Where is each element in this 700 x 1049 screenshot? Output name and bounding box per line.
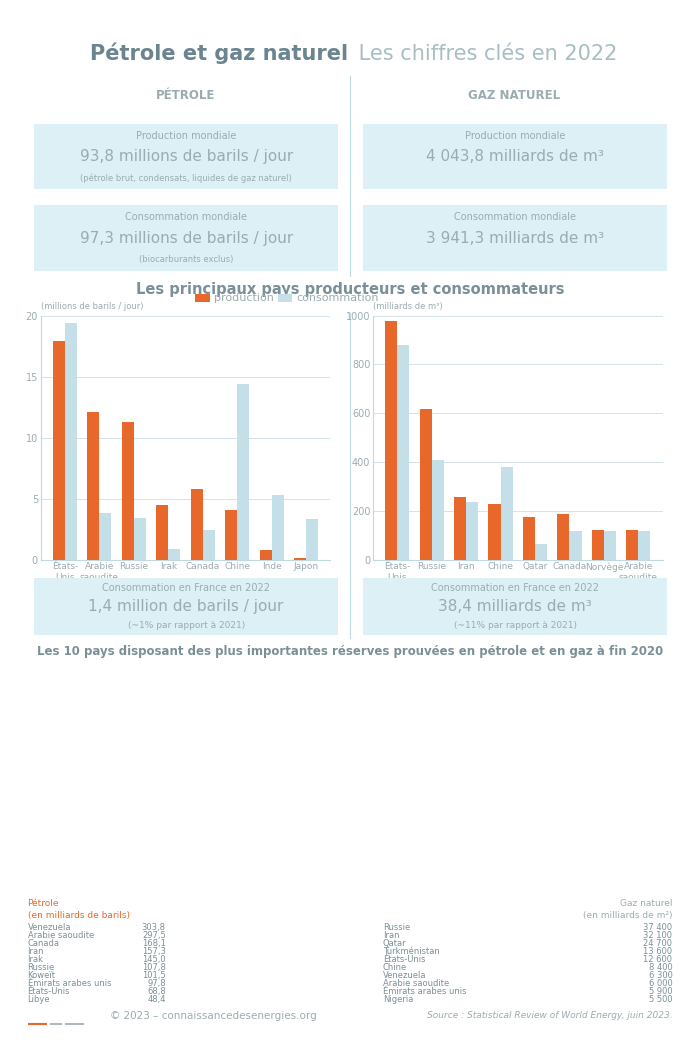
Text: Pétrole et gaz naturel: Pétrole et gaz naturel — [90, 43, 348, 64]
Text: 8 400: 8 400 — [649, 963, 673, 972]
Text: Gaz naturel
(en milliards de m²): Gaz naturel (en milliards de m²) — [583, 899, 673, 920]
Text: 5 900: 5 900 — [649, 987, 673, 997]
Text: Production mondiale: Production mondiale — [136, 130, 237, 141]
Text: États-Unis: États-Unis — [27, 987, 70, 997]
Text: Les chiffres clés en 2022: Les chiffres clés en 2022 — [352, 44, 617, 64]
Text: GAZ NATUREL: GAZ NATUREL — [468, 88, 561, 102]
Bar — [278, 294, 292, 302]
Text: PÉTROLE: PÉTROLE — [156, 88, 215, 102]
Text: Arabie saoudite: Arabie saoudite — [27, 932, 94, 940]
Text: Source : Statistical Review of World Energy, juin 2023.: Source : Statistical Review of World Ene… — [427, 1011, 673, 1020]
Text: Émirats arabes unis: Émirats arabes unis — [383, 987, 466, 997]
Text: Pétrole
(en milliards de barils): Pétrole (en milliards de barils) — [27, 899, 130, 920]
Text: Arabie saoudite: Arabie saoudite — [383, 979, 449, 988]
Text: Libye: Libye — [27, 996, 50, 1004]
Text: (biocarburants exclus): (biocarburants exclus) — [139, 255, 233, 264]
FancyBboxPatch shape — [363, 578, 667, 635]
Text: 68,8: 68,8 — [147, 987, 166, 997]
Text: Chine: Chine — [383, 963, 407, 972]
Text: (pétrole brut, condensats, liquides de gaz naturel): (pétrole brut, condensats, liquides de g… — [80, 173, 292, 183]
Text: Koweït: Koweït — [27, 971, 55, 980]
Text: 107,8: 107,8 — [142, 963, 166, 972]
Text: (~11% par rapport à 2021): (~11% par rapport à 2021) — [454, 621, 577, 630]
Text: 101,5: 101,5 — [142, 971, 166, 980]
Text: Irak: Irak — [27, 955, 43, 964]
Text: Production mondiale: Production mondiale — [465, 130, 566, 141]
Text: Iran: Iran — [27, 947, 44, 956]
FancyBboxPatch shape — [34, 124, 338, 189]
Text: production: production — [214, 293, 274, 303]
Text: Émirats arabes unis: Émirats arabes unis — [27, 979, 111, 988]
Text: 13 600: 13 600 — [643, 947, 673, 956]
Text: 6 000: 6 000 — [649, 979, 673, 988]
Text: 37 400: 37 400 — [643, 923, 673, 933]
Text: 5 500: 5 500 — [649, 996, 673, 1004]
Text: Les principaux pays producteurs et consommateurs: Les principaux pays producteurs et conso… — [136, 282, 564, 297]
Text: 97,3 millions de barils / jour: 97,3 millions de barils / jour — [80, 231, 293, 245]
Text: 38,4 milliards de m³: 38,4 milliards de m³ — [438, 599, 592, 614]
FancyBboxPatch shape — [363, 206, 667, 271]
Text: États-Unis: États-Unis — [383, 955, 426, 964]
Text: 157,3: 157,3 — [142, 947, 166, 956]
Text: Qatar: Qatar — [383, 939, 407, 948]
Text: consommation: consommation — [296, 293, 379, 303]
Text: Les 10 pays disposant des plus importantes réserves prouvées en pétrole et en ga: Les 10 pays disposant des plus important… — [37, 645, 663, 658]
Text: 48,4: 48,4 — [147, 996, 166, 1004]
Text: 1,4 million de barils / jour: 1,4 million de barils / jour — [88, 599, 284, 614]
Text: 97,8: 97,8 — [147, 979, 166, 988]
Bar — [195, 294, 210, 302]
FancyBboxPatch shape — [363, 124, 667, 189]
Text: 4 043,8 milliards de m³: 4 043,8 milliards de m³ — [426, 149, 604, 164]
Text: 12 600: 12 600 — [643, 955, 673, 964]
Text: Venezuela: Venezuela — [27, 923, 71, 933]
Text: Consommation en France en 2022: Consommation en France en 2022 — [102, 583, 270, 594]
Text: 145,0: 145,0 — [142, 955, 166, 964]
Text: (~1% par rapport à 2021): (~1% par rapport à 2021) — [127, 621, 245, 630]
FancyBboxPatch shape — [34, 578, 338, 635]
Text: © 2023 – connaissancedesenergies.org: © 2023 – connaissancedesenergies.org — [110, 1010, 316, 1021]
Text: Russie: Russie — [383, 923, 410, 933]
Text: Turkménistan: Turkménistan — [383, 947, 440, 956]
Text: Consommation mondiale: Consommation mondiale — [125, 212, 247, 222]
Text: 3 941,3 milliards de m³: 3 941,3 milliards de m³ — [426, 231, 604, 245]
Text: 32 100: 32 100 — [643, 932, 673, 940]
Text: Venezuela: Venezuela — [383, 971, 426, 980]
Text: Russie: Russie — [27, 963, 55, 972]
FancyBboxPatch shape — [34, 206, 338, 271]
Text: 24 700: 24 700 — [643, 939, 673, 948]
Text: 297,5: 297,5 — [142, 932, 166, 940]
Text: Nigeria: Nigeria — [383, 996, 413, 1004]
Text: 93,8 millions de barils / jour: 93,8 millions de barils / jour — [80, 149, 293, 164]
Text: Consommation en France en 2022: Consommation en France en 2022 — [431, 583, 599, 594]
Text: Iran: Iran — [383, 932, 400, 940]
Text: Canada: Canada — [27, 939, 60, 948]
Text: Consommation mondiale: Consommation mondiale — [454, 212, 576, 222]
Text: 303,8: 303,8 — [142, 923, 166, 933]
Text: 168,1: 168,1 — [142, 939, 166, 948]
Text: 6 300: 6 300 — [648, 971, 673, 980]
